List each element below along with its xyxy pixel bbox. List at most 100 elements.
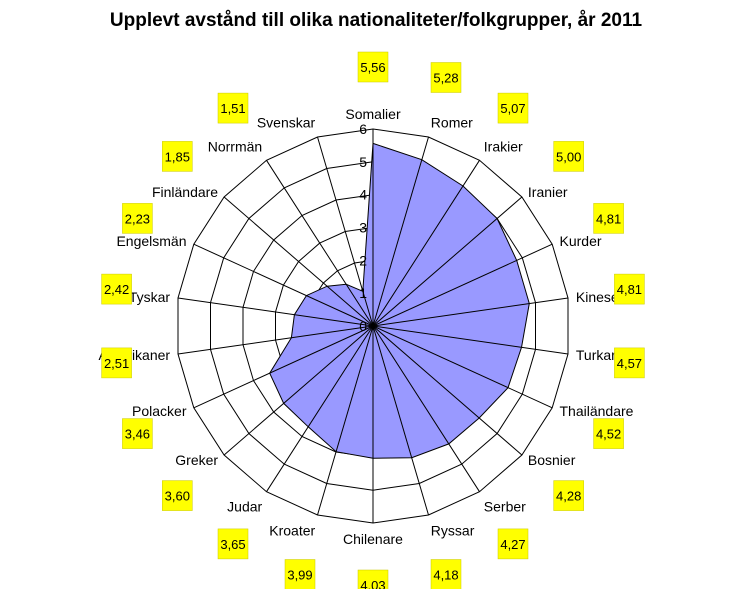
tick-label: 2 — [359, 252, 367, 268]
value-label-text: 4,28 — [556, 489, 581, 504]
value-label-box — [553, 141, 584, 172]
value-label: 3,46 — [122, 418, 153, 449]
value-label-box — [217, 92, 249, 124]
value-label: 3,65 — [217, 528, 249, 560]
category-label: Romer — [431, 114, 473, 130]
tick-label: 6 — [359, 121, 367, 137]
value-label: 4,27 — [497, 528, 529, 560]
value-label-box — [284, 559, 316, 589]
value-label-text: 4,03 — [360, 578, 385, 589]
value-label-box — [614, 273, 645, 305]
value-label-text: 4,81 — [596, 211, 621, 226]
value-label-box — [593, 203, 624, 234]
spoke-7 — [372, 325, 553, 409]
value-labels: 5,56 5,28 5,07 5,00 4,81 4,81 4,57 4,52 4,28 4,27… — [101, 51, 645, 589]
value-label-text: 5,28 — [433, 71, 458, 86]
value-label-text: 4,57 — [617, 356, 642, 371]
spoke-14 — [223, 325, 374, 456]
value-label: 4,28 — [553, 480, 584, 511]
spoke-3 — [372, 196, 523, 327]
category-label: Greker — [175, 452, 218, 468]
value-label-text: 4,18 — [433, 568, 458, 583]
tick-label: 3 — [359, 220, 367, 236]
value-label: 5,07 — [497, 92, 529, 124]
category-label: Irakier — [484, 139, 523, 155]
tick-label: 0 — [359, 318, 367, 334]
value-label: 5,28 — [430, 62, 462, 93]
value-label-box — [357, 51, 389, 83]
category-label: Thailändare — [560, 403, 634, 419]
value-label-box — [162, 480, 193, 511]
series — [269, 142, 530, 459]
value-label-text: 5,56 — [360, 60, 385, 75]
chart-title: Upplevt avstånd till olika nationalitete… — [109, 10, 643, 31]
value-label: 3,60 — [162, 480, 193, 511]
spoke-4 — [372, 243, 553, 327]
value-label: 3,99 — [284, 559, 316, 589]
spoke-17 — [177, 297, 374, 327]
value-label: 2,23 — [122, 203, 153, 234]
category-label: Finländare — [152, 184, 218, 200]
value-label-text: 1,51 — [220, 101, 245, 116]
category-label: Serber — [484, 499, 526, 515]
value-label-box — [497, 92, 529, 124]
category-label: Iranier — [528, 184, 568, 200]
spoke-8 — [372, 325, 523, 456]
spoke-12 — [317, 325, 374, 516]
spoke-13 — [266, 325, 374, 492]
value-label-box — [553, 480, 584, 511]
category-label: Ryssar — [431, 523, 475, 539]
value-label-box — [101, 347, 132, 379]
value-label-text: 5,00 — [556, 149, 581, 164]
value-label-text: 3,60 — [165, 489, 190, 504]
category-label: Judar — [227, 499, 262, 515]
spokes — [177, 129, 569, 523]
value-label-box — [614, 347, 645, 379]
tick-label: 1 — [359, 285, 367, 301]
value-label-text: 2,51 — [104, 356, 129, 371]
category-label: Engelsmän — [116, 233, 186, 249]
value-label-text: 3,99 — [287, 568, 312, 583]
value-label-box — [101, 273, 132, 305]
value-label-box — [122, 418, 153, 449]
category-label: Tyskar — [129, 289, 171, 305]
value-label-text: 3,46 — [125, 427, 150, 442]
value-label: 4,18 — [430, 559, 462, 589]
category-label: Chilenare — [343, 531, 403, 547]
category-label: Svenskar — [257, 114, 316, 130]
value-label: 4,03 — [357, 569, 389, 589]
value-label: 1,51 — [217, 92, 249, 124]
value-label-text: 4,81 — [617, 282, 642, 297]
value-label-text: 2,42 — [104, 282, 129, 297]
spoke-15 — [193, 325, 374, 409]
spoke-5 — [372, 297, 569, 327]
value-label-box — [430, 559, 462, 589]
value-label-box — [357, 569, 389, 589]
value-label-text: 1,85 — [165, 149, 190, 164]
category-label: Kroater — [269, 523, 315, 539]
value-label: 2,42 — [101, 273, 132, 305]
value-label-text: 5,07 — [500, 101, 525, 116]
value-label-box — [497, 528, 529, 560]
spoke-20 — [266, 160, 374, 327]
category-label: Norrmän — [208, 139, 262, 155]
value-label-text: 4,27 — [500, 537, 525, 552]
value-label: 4,81 — [593, 203, 624, 234]
value-label-text: 2,23 — [125, 211, 150, 226]
spoke-6 — [372, 325, 569, 355]
category-label: Bosnier — [528, 452, 576, 468]
spoke-1 — [372, 136, 429, 327]
category-labels: Somalier Romer Irakier Iranier Kurder Kineser… — [99, 106, 634, 547]
tick-labels: 0 1 2 3 4 5 6 — [359, 121, 367, 334]
category-label: Turkar — [576, 347, 616, 363]
value-label-box — [162, 141, 193, 172]
spoke-9 — [372, 325, 480, 492]
spoke-18 — [193, 243, 374, 327]
value-label: 4,57 — [614, 347, 645, 379]
spoke-2 — [372, 160, 480, 327]
value-label: 5,56 — [357, 51, 389, 83]
value-label-text: 3,65 — [220, 537, 245, 552]
spoke-16 — [177, 325, 374, 355]
value-label-text: 4,52 — [596, 427, 621, 442]
